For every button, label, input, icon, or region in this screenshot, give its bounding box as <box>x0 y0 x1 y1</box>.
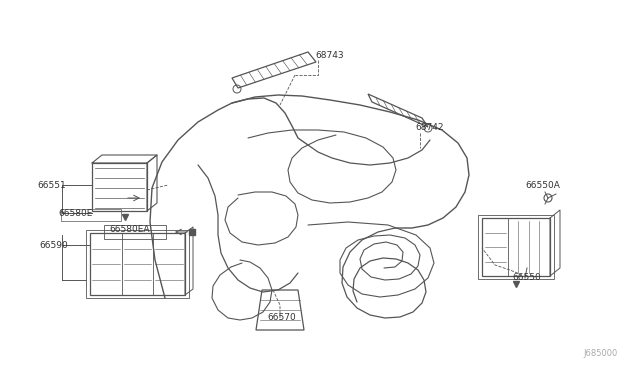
Text: 66580E: 66580E <box>59 208 93 218</box>
Text: 68742: 68742 <box>416 124 444 132</box>
Text: 66590: 66590 <box>40 241 68 250</box>
Text: 68743: 68743 <box>316 51 344 60</box>
Text: 66550: 66550 <box>513 273 541 282</box>
Text: 66551: 66551 <box>38 180 67 189</box>
Text: 66570: 66570 <box>268 314 296 323</box>
Text: 66550A: 66550A <box>525 180 561 189</box>
Text: 66580EA: 66580EA <box>109 225 150 234</box>
Text: J685000: J685000 <box>584 349 618 358</box>
